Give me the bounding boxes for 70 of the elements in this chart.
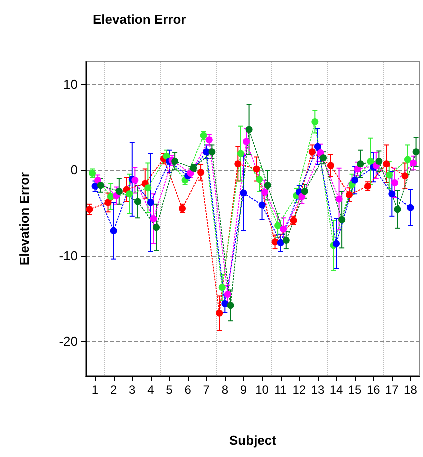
point xyxy=(163,152,170,160)
x-tick-label: 13 xyxy=(311,383,325,397)
x-tick-label: 11 xyxy=(274,383,288,397)
x-tick-label: 6 xyxy=(184,383,192,397)
point xyxy=(386,172,393,179)
point xyxy=(240,190,248,197)
point xyxy=(262,188,269,196)
point xyxy=(153,224,160,232)
y-tick-label: -10 xyxy=(59,248,78,264)
point xyxy=(346,191,353,198)
point xyxy=(308,148,316,156)
x-axis-title: Subject xyxy=(230,433,278,448)
x-tick-label: 18 xyxy=(404,383,418,397)
x-tick-label: 17 xyxy=(385,383,400,397)
point xyxy=(104,199,112,206)
y-tick-label: -20 xyxy=(59,334,78,350)
point xyxy=(218,284,226,292)
point xyxy=(198,169,205,176)
point xyxy=(126,190,134,198)
point xyxy=(134,198,142,206)
point xyxy=(256,176,263,184)
point xyxy=(338,216,346,224)
x-tick-label: 8 xyxy=(222,383,229,397)
x-tick-label: 4 xyxy=(148,383,155,397)
x-tick-label: 15 xyxy=(348,383,362,397)
x-tick-label: 1 xyxy=(92,383,99,397)
y-axis-title: Elevation Error xyxy=(17,172,32,266)
x-tick-label: 16 xyxy=(366,383,381,397)
y-tick-label: 10 xyxy=(64,76,78,92)
point xyxy=(327,162,334,170)
point xyxy=(258,202,266,209)
y-tick-label: 0 xyxy=(70,162,78,178)
x-tick-label: 2 xyxy=(110,383,118,397)
point xyxy=(208,148,216,156)
x-tick-label: 9 xyxy=(240,383,248,397)
point xyxy=(216,310,224,317)
x-tick-label: 7 xyxy=(203,383,210,397)
point xyxy=(150,216,158,222)
point xyxy=(312,118,319,126)
point xyxy=(110,228,118,235)
point xyxy=(237,150,244,158)
chart-title: Elevation Error xyxy=(93,12,186,27)
point xyxy=(97,182,104,190)
point xyxy=(86,206,94,214)
x-tick-label: 14 xyxy=(330,383,344,397)
point xyxy=(314,143,322,150)
point xyxy=(243,138,250,146)
point xyxy=(172,158,179,166)
point xyxy=(391,179,398,186)
point xyxy=(394,206,402,214)
point xyxy=(227,302,234,310)
point xyxy=(144,184,152,192)
point xyxy=(367,158,374,166)
point xyxy=(132,176,139,184)
point xyxy=(264,182,272,190)
point xyxy=(274,222,282,230)
point xyxy=(336,196,343,203)
point xyxy=(357,160,364,168)
x-tick-label: 3 xyxy=(129,383,136,397)
point xyxy=(277,240,284,247)
point xyxy=(333,240,340,248)
point xyxy=(376,158,383,166)
point xyxy=(320,154,328,162)
point xyxy=(407,204,414,212)
x-tick-label: 12 xyxy=(292,383,306,397)
point xyxy=(147,199,154,206)
point xyxy=(203,148,210,156)
x-tick-label: 10 xyxy=(256,383,270,397)
x-tick-label: 5 xyxy=(166,383,174,397)
point xyxy=(234,160,242,168)
